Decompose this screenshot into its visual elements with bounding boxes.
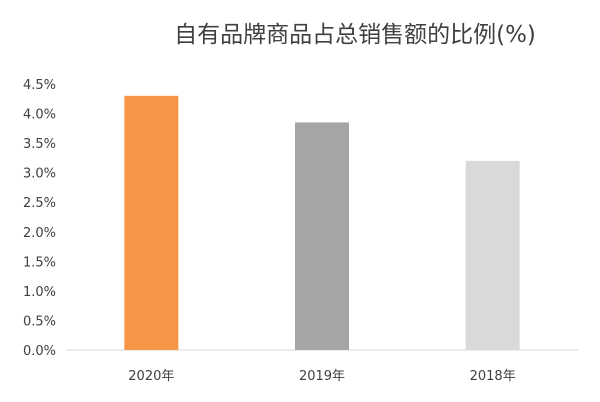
x-category-label: 2018年 <box>470 369 516 384</box>
bar-2020年 <box>124 95 179 350</box>
y-tick-label: 4.5% <box>23 78 56 93</box>
y-tick-label: 1.0% <box>23 285 56 300</box>
y-tick-label: 0.0% <box>23 344 56 359</box>
y-tick-label: 2.5% <box>23 196 56 211</box>
bar-2018年 <box>465 160 520 350</box>
y-tick-label: 4.0% <box>23 108 56 123</box>
y-tick-label: 0.5% <box>23 314 56 329</box>
x-axis: 2020年 2019年 2018年 <box>66 349 578 384</box>
chart-title: 自有品牌商品占总销售额的比例(%) <box>174 22 536 48</box>
y-axis: 0.0% 0.5% 1.0% 1.5% 2.0% 2.5% 3.0% 3.5% 4.0% 4.5% <box>23 78 56 359</box>
y-tick-label: 3.5% <box>23 137 56 152</box>
y-tick-label: 3.0% <box>23 167 56 182</box>
y-tick-label: 2.0% <box>23 226 56 241</box>
x-category-label: 2020年 <box>128 369 174 384</box>
x-category-label: 2019年 <box>299 369 345 384</box>
bars <box>124 95 520 350</box>
bar-2019年 <box>295 122 349 350</box>
y-tick-label: 1.5% <box>23 255 56 270</box>
